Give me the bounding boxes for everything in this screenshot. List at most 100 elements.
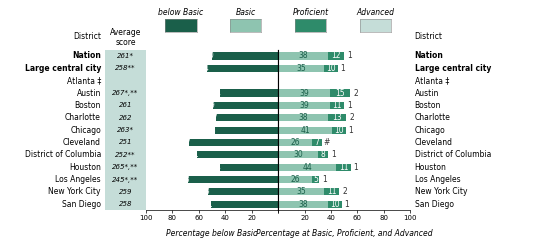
Text: 265*,**: 265*,** — [112, 164, 139, 170]
Text: 1: 1 — [322, 175, 327, 184]
Text: District of Columbia: District of Columbia — [415, 150, 491, 159]
Bar — [208, 188, 278, 195]
Text: 11: 11 — [339, 163, 348, 172]
Text: 258: 258 — [119, 201, 132, 207]
Text: Nation: Nation — [415, 52, 443, 61]
Bar — [278, 126, 332, 134]
Bar — [278, 201, 328, 208]
Text: 10: 10 — [330, 200, 340, 209]
Text: 2: 2 — [343, 187, 348, 196]
Text: 1: 1 — [345, 200, 349, 209]
Text: Austin: Austin — [77, 89, 101, 98]
Text: Houston: Houston — [415, 163, 447, 172]
Text: #: # — [323, 138, 329, 147]
Text: Cleveland: Cleveland — [63, 138, 101, 147]
Bar — [278, 89, 330, 97]
Text: 61: 61 — [190, 150, 199, 159]
Text: 47: 47 — [208, 113, 218, 122]
Text: Austin: Austin — [415, 89, 439, 98]
Text: Percentage below Basic: Percentage below Basic — [166, 229, 258, 238]
Text: 44: 44 — [212, 163, 222, 172]
Text: San Diego: San Diego — [62, 200, 101, 209]
Bar — [207, 65, 278, 72]
Text: 263*: 263* — [117, 127, 134, 133]
Text: 252**: 252** — [116, 152, 136, 158]
Text: 8: 8 — [321, 150, 326, 159]
Text: 35: 35 — [296, 64, 306, 73]
Bar — [220, 89, 278, 97]
Bar — [336, 164, 351, 171]
Bar — [278, 65, 325, 72]
Bar — [313, 176, 319, 183]
Bar — [278, 52, 328, 60]
Text: 54: 54 — [199, 64, 208, 73]
Text: Large central city: Large central city — [415, 64, 491, 73]
Bar — [278, 139, 313, 146]
Text: 67: 67 — [181, 138, 192, 147]
Text: 251: 251 — [119, 139, 132, 145]
Bar — [330, 89, 349, 97]
Text: 11: 11 — [332, 101, 342, 110]
Text: 50: 50 — [204, 52, 214, 61]
Text: Boston: Boston — [415, 101, 441, 110]
Bar — [190, 139, 278, 146]
Text: 1: 1 — [348, 125, 353, 135]
Text: 38: 38 — [299, 200, 308, 209]
Text: 2: 2 — [354, 89, 358, 98]
Bar — [325, 65, 338, 72]
Bar — [330, 102, 345, 109]
Text: 11: 11 — [327, 187, 336, 196]
Bar — [332, 126, 346, 134]
Text: 35: 35 — [296, 187, 306, 196]
Text: 245*,**: 245*,** — [112, 177, 139, 183]
Text: 44: 44 — [212, 89, 222, 98]
Text: 26: 26 — [291, 175, 300, 184]
Text: Atlanta ‡: Atlanta ‡ — [415, 76, 449, 85]
Text: Cleveland: Cleveland — [415, 138, 453, 147]
Text: 5: 5 — [313, 175, 318, 184]
Text: 15: 15 — [335, 89, 345, 98]
Text: Average
score: Average score — [110, 28, 141, 47]
Text: 1: 1 — [331, 150, 336, 159]
Text: Los Angeles: Los Angeles — [56, 175, 101, 184]
Bar — [214, 126, 278, 134]
Text: 12: 12 — [332, 52, 341, 61]
Text: 1: 1 — [347, 101, 352, 110]
Text: 7: 7 — [315, 138, 320, 147]
Text: 44: 44 — [302, 163, 312, 172]
Text: 39: 39 — [299, 89, 309, 98]
Text: 51: 51 — [203, 200, 213, 209]
Text: 262: 262 — [119, 115, 132, 121]
Bar — [328, 201, 342, 208]
Text: 39: 39 — [299, 101, 309, 110]
Text: 261*: 261* — [117, 53, 134, 59]
Text: 68: 68 — [180, 175, 190, 184]
Bar — [211, 201, 278, 208]
Bar — [188, 176, 278, 183]
Text: New York City: New York City — [49, 187, 101, 196]
Bar — [325, 188, 339, 195]
Bar — [278, 188, 325, 195]
Text: 30: 30 — [293, 150, 303, 159]
Text: Boston: Boston — [75, 101, 101, 110]
Text: District: District — [73, 32, 101, 41]
Bar — [278, 114, 328, 121]
Bar — [212, 52, 278, 60]
Text: Charlotte: Charlotte — [65, 113, 101, 122]
Text: 26: 26 — [291, 138, 300, 147]
Text: 1: 1 — [340, 64, 345, 73]
Text: 49: 49 — [206, 101, 215, 110]
Text: Nation: Nation — [72, 52, 101, 61]
Text: Advanced: Advanced — [356, 8, 394, 17]
Bar — [220, 164, 278, 171]
Bar — [328, 52, 345, 60]
Text: 41: 41 — [300, 125, 310, 135]
Text: 10: 10 — [334, 125, 344, 135]
Text: 261: 261 — [119, 102, 132, 108]
Bar — [278, 151, 318, 158]
Text: 1: 1 — [354, 163, 358, 172]
Text: Chicago: Chicago — [415, 125, 446, 135]
Text: 2: 2 — [349, 113, 354, 122]
Text: Los Angeles: Los Angeles — [415, 175, 460, 184]
Text: Large central city: Large central city — [25, 64, 101, 73]
